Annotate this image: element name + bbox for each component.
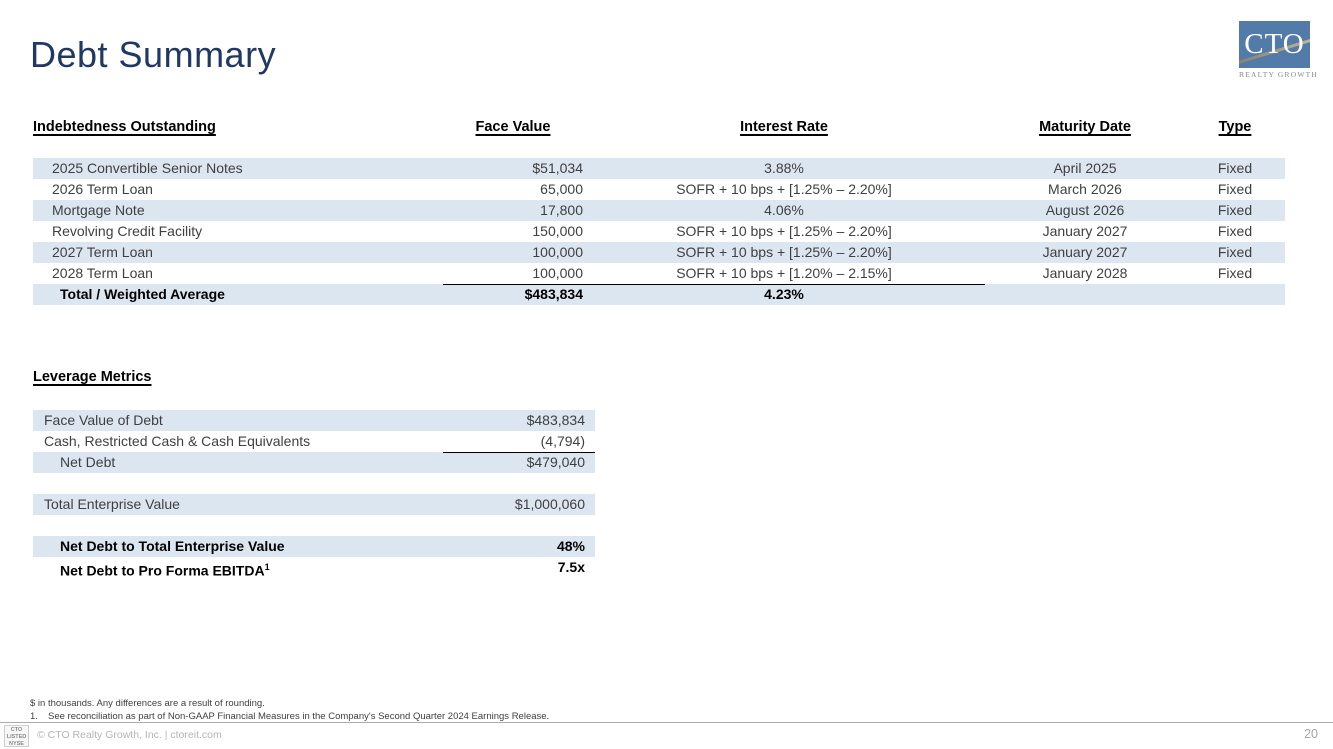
badge-line-cto: CTO [10, 727, 23, 733]
maturity-date-cell: March 2026 [1048, 181, 1122, 197]
table-row: 2025 Convertible Senior Notes $51,034 3.… [33, 158, 1285, 179]
maturity-date-cell: April 2025 [1053, 160, 1117, 176]
debt-table: Indebtedness Outstanding Face Value Inte… [33, 117, 1285, 305]
table-total-row: Total / Weighted Average $483,834 4.23% [33, 284, 1285, 305]
interest-rate-cell: SOFR + 10 bps + [1.20% – 2.15%] [583, 263, 985, 285]
maturity-date-cell: August 2026 [1045, 202, 1125, 218]
logo-subtext: REALTY GROWTH [1239, 70, 1318, 79]
debt-name-cell: 2026 Term Loan [52, 181, 153, 197]
list-item: Net Debt to Pro Forma EBITDA1 7.5x [33, 557, 595, 579]
nyse-listed-badge: CTO LISTED NYSE [4, 725, 29, 747]
debt-name-cell: 2025 Convertible Senior Notes [52, 160, 243, 176]
debt-name-cell: Mortgage Note [52, 202, 145, 218]
metric-value: $483,834 [526, 412, 585, 428]
empty-cell [985, 284, 1185, 305]
header-type: Type [1218, 119, 1252, 135]
metric-value: $1,000,060 [514, 496, 585, 512]
list-item: Total Enterprise Value $1,000,060 [33, 494, 595, 515]
header-interest-rate: Interest Rate [740, 119, 828, 135]
leverage-metrics-heading: Leverage Metrics [33, 369, 152, 385]
header-face-value: Face Value [475, 119, 551, 135]
footnote-units: $ in thousands. Any differences are a re… [30, 698, 265, 709]
debt-name-cell: 2027 Term Loan [52, 244, 153, 260]
list-item: Face Value of Debt $483,834 [33, 410, 595, 431]
list-item: Cash, Restricted Cash & Cash Equivalents… [33, 431, 595, 453]
metric-value: $479,040 [526, 454, 585, 470]
face-value-cell: 100,000 [532, 244, 583, 260]
spacer [33, 473, 595, 494]
type-cell: Fixed [1217, 244, 1253, 260]
type-cell: Fixed [1217, 202, 1253, 218]
table-row: 2027 Term Loan 100,000 SOFR + 10 bps + [… [33, 242, 1285, 263]
spacer [33, 515, 595, 536]
interest-rate-cell: 4.06% [764, 202, 804, 218]
cto-logo-mark: CTO [1239, 21, 1310, 68]
spacer [33, 137, 1285, 158]
table-row: 2026 Term Loan 65,000 SOFR + 10 bps + [1… [33, 179, 1285, 200]
debt-table-header-row: Indebtedness Outstanding Face Value Inte… [33, 117, 1285, 137]
leverage-metrics-table: Face Value of Debt $483,834 Cash, Restri… [33, 410, 595, 579]
face-value-cell: 100,000 [443, 263, 583, 285]
footnote-number: 1. [30, 711, 38, 722]
metric-label: Face Value of Debt [44, 412, 163, 428]
metric-label-text: Net Debt to Pro Forma EBITDA [60, 562, 265, 579]
list-item: Net Debt to Total Enterprise Value 48% [33, 536, 595, 557]
type-cell: Fixed [1217, 265, 1253, 281]
total-label-cell: Total / Weighted Average [60, 286, 225, 302]
table-row: Mortgage Note 17,800 4.06% August 2026 F… [33, 200, 1285, 221]
interest-rate-cell: SOFR + 10 bps + [1.25% – 2.20%] [676, 223, 892, 239]
total-interest-rate-cell: 4.23% [764, 286, 804, 302]
interest-rate-cell: SOFR + 10 bps + [1.25% – 2.20%] [676, 181, 892, 197]
empty-cell [1185, 284, 1285, 305]
metric-label: Cash, Restricted Cash & Cash Equivalents [44, 433, 311, 449]
total-face-value-cell: $483,834 [524, 286, 583, 302]
maturity-date-cell: January 2027 [1042, 223, 1128, 239]
metric-label: Net Debt to Total Enterprise Value [60, 538, 285, 554]
metric-label: Net Debt [60, 454, 116, 470]
metric-value: 7.5x [557, 559, 585, 575]
footer-divider [0, 722, 1333, 723]
badge-line-nyse: NYSE [9, 741, 24, 747]
table-row: Revolving Credit Facility 150,000 SOFR +… [33, 221, 1285, 242]
metric-value: 48% [556, 538, 585, 554]
footnote-text: See reconciliation as part of Non-GAAP F… [48, 711, 550, 722]
interest-rate-cell: SOFR + 10 bps + [1.25% – 2.20%] [676, 244, 892, 260]
maturity-date-cell: January 2028 [1042, 265, 1128, 281]
type-cell: Fixed [1217, 181, 1253, 197]
header-maturity-date: Maturity Date [1039, 119, 1131, 135]
page-title: Debt Summary [30, 34, 277, 75]
debt-name-cell: 2028 Term Loan [52, 265, 153, 281]
cto-realty-growth-logo: CTO REALTY GROWTH [1239, 21, 1318, 79]
face-value-cell: 65,000 [540, 181, 583, 197]
face-value-cell: 150,000 [532, 223, 583, 239]
maturity-date-cell: January 2027 [1042, 244, 1128, 260]
table-row: 2028 Term Loan 100,000 SOFR + 10 bps + [… [33, 263, 1285, 285]
footnote-reconciliation: 1. See reconciliation as part of Non-GAAP… [30, 711, 549, 722]
metric-label: Net Debt to Pro Forma EBITDA1 [33, 557, 443, 582]
badge-line-listed: LISTED [6, 734, 27, 740]
logo-text: CTO [1244, 28, 1305, 60]
face-value-cell: $51,034 [532, 160, 583, 176]
debt-name-cell: Revolving Credit Facility [52, 223, 203, 239]
interest-rate-cell: 3.88% [764, 160, 804, 176]
list-item: Net Debt $479,040 [33, 452, 595, 473]
type-cell: Fixed [1217, 223, 1253, 239]
face-value-cell: 17,800 [540, 202, 583, 218]
metric-label: Total Enterprise Value [44, 496, 180, 512]
type-cell: Fixed [1217, 160, 1253, 176]
footer-copyright: © CTO Realty Growth, Inc. | ctoreit.com [37, 729, 222, 741]
footnote-superscript: 1 [264, 562, 270, 572]
metric-value: (4,794) [443, 431, 595, 453]
page-number: 20 [1304, 727, 1318, 741]
header-indebtedness: Indebtedness Outstanding [33, 119, 216, 135]
